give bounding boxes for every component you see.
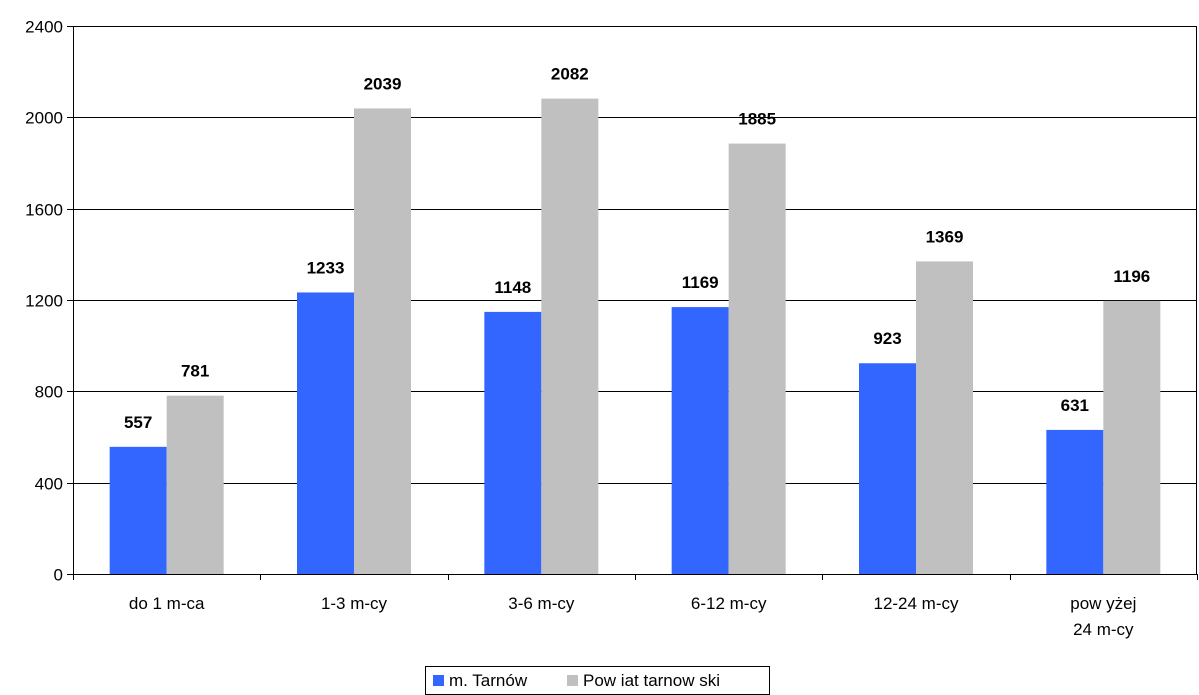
bars <box>109 98 1161 575</box>
data-labels: 557 781 1233 2039 1148 2082 1169 1885 923 1369 631… <box>124 65 1150 432</box>
data-label: 631 <box>1061 396 1089 415</box>
bar-powiat <box>916 261 973 574</box>
data-label: 2039 <box>364 74 402 93</box>
category-label: do 1 m-ca <box>129 594 205 613</box>
y-tick-label: 400 <box>35 475 63 494</box>
category-label: 3-6 m-cy <box>508 594 575 613</box>
data-label: 2082 <box>551 65 589 84</box>
y-tick-label: 0 <box>54 566 63 585</box>
legend-label: m. Tarnów <box>449 671 528 690</box>
data-label: 923 <box>873 329 901 348</box>
data-label: 1885 <box>738 110 776 129</box>
y-tick-label: 1200 <box>25 292 63 311</box>
data-label: 1196 <box>1113 267 1150 286</box>
bar-powiat <box>166 395 224 574</box>
data-label: 557 <box>124 413 152 432</box>
bar-powiat <box>541 98 599 575</box>
legend: m. Tarnów Pow iat tarnow ski <box>425 666 770 695</box>
legend-swatch <box>433 675 444 686</box>
y-axis-ticks: 0 400 800 1200 1600 2000 2400 <box>25 18 73 585</box>
bar-powiat <box>728 143 786 574</box>
legend-label: Pow iat tarnow ski <box>583 671 720 690</box>
data-label: 1169 <box>682 273 719 292</box>
data-label: 1233 <box>307 258 345 277</box>
bar-tarnow <box>859 363 916 574</box>
bar-powiat <box>354 108 411 574</box>
bar-tarnow <box>297 292 354 574</box>
legend-box <box>425 666 770 695</box>
data-label: 1369 <box>926 227 964 246</box>
bar-tarnow <box>484 311 542 574</box>
bar-tarnow <box>109 446 167 574</box>
y-tick-label: 2000 <box>25 109 63 128</box>
legend-swatch <box>567 675 578 686</box>
y-tick-label: 2400 <box>25 18 63 37</box>
gridlines <box>73 26 1197 575</box>
bar-powiat <box>1103 300 1161 574</box>
data-label: 1148 <box>494 278 531 297</box>
category-label: 12-24 m-cy <box>873 594 959 613</box>
category-label: 1-3 m-cy <box>321 594 388 613</box>
y-tick-label: 1600 <box>25 201 63 220</box>
category-label: pow yżej <box>1070 594 1136 613</box>
category-label: 6-12 m-cy <box>691 594 767 613</box>
axes <box>73 26 1198 580</box>
category-label: 24 m-cy <box>1073 620 1134 639</box>
y-tick-label: 800 <box>35 383 63 402</box>
data-label: 781 <box>181 362 209 381</box>
x-axis-labels: do 1 m-ca 1-3 m-cy 3-6 m-cy 6-12 m-cy 12-24 … <box>129 594 1137 639</box>
bar-tarnow <box>1046 429 1104 574</box>
bar-tarnow <box>671 307 729 574</box>
